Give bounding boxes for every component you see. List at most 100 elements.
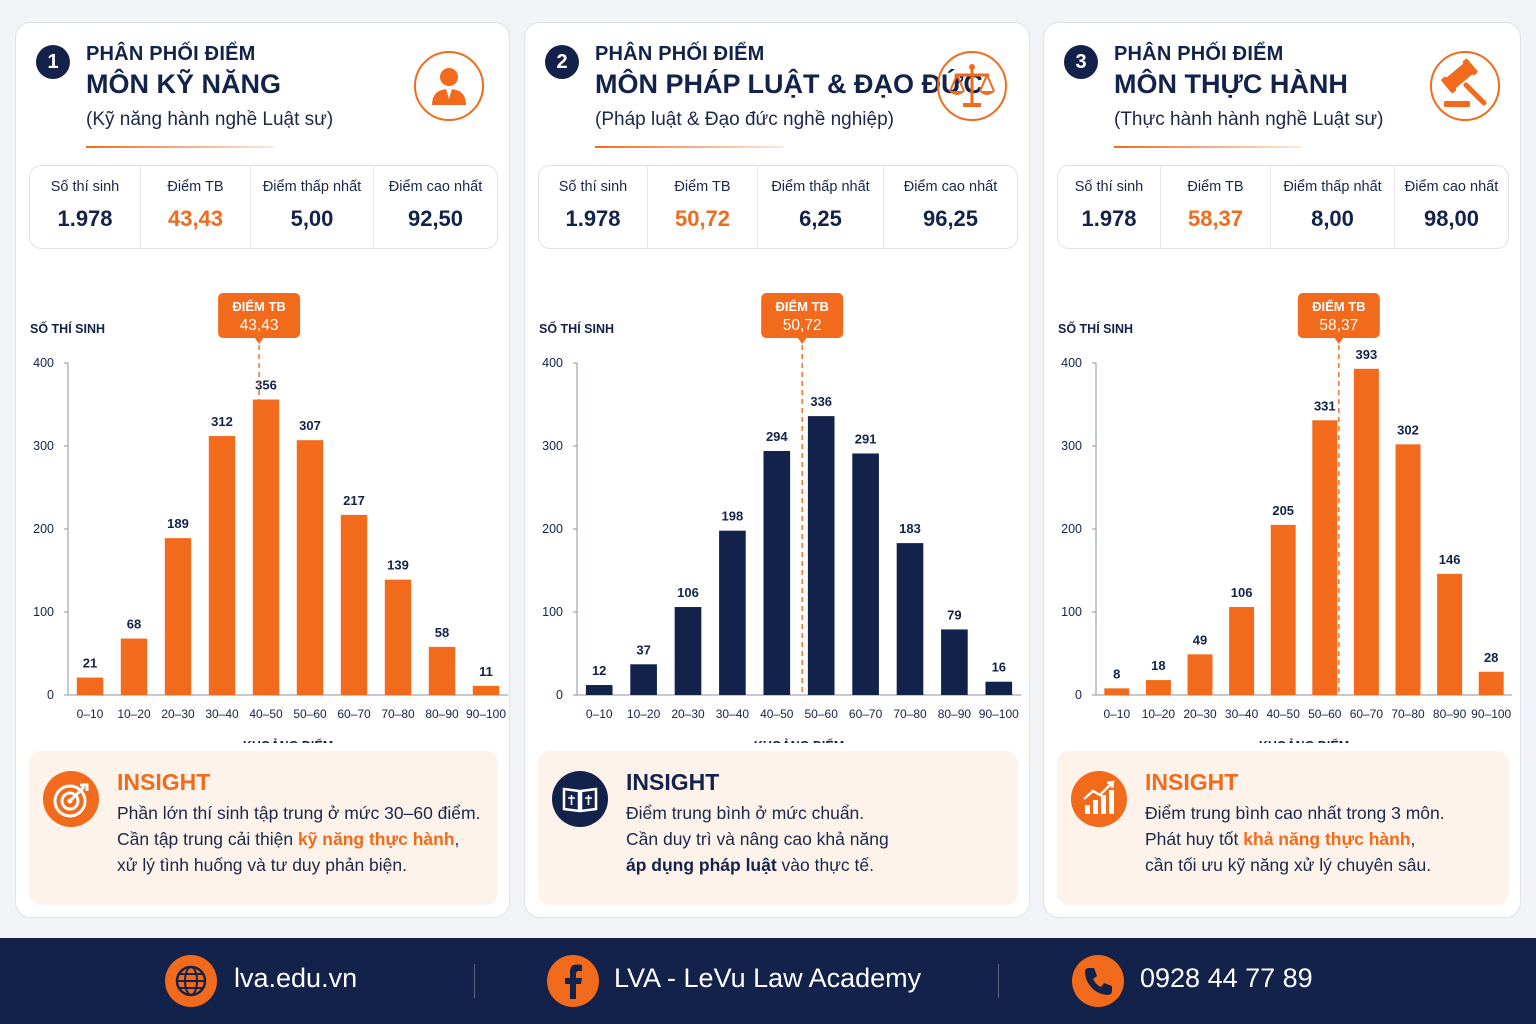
panel-practice: 3 PHÂN PHỐI ĐIỂM MÔN THỰC HÀNH (Thực hàn… [1043, 22, 1521, 918]
data-label: 16 [992, 660, 1006, 675]
data-label: 302 [1397, 422, 1419, 437]
bar [1187, 654, 1213, 695]
x-tick-label: 10–20 [1142, 707, 1176, 721]
data-label: 106 [1231, 585, 1253, 600]
phone-number[interactable]: 0928 44 77 89 [1140, 963, 1313, 993]
stats-box: Số thí sinh 1.978 Điểm TB 50,72 Điểm thấ… [538, 165, 1018, 249]
x-tick-label: 60–70 [337, 707, 371, 721]
histogram-chart: SỐ THÍ SINH 0 100 200 300 400 12 0–10 37 10–20 106… [539, 293, 1021, 743]
phone-icon [1072, 955, 1124, 1007]
stat-average: Điểm TB 58,37 [1160, 166, 1270, 248]
panel-subheading: (Kỹ năng hành nghề Luật sư) [86, 109, 334, 130]
insight-line: Điểm trung bình ở mức chuẩn. [626, 803, 865, 823]
histogram-chart: SỐ THÍ SINH 0 100 200 300 400 21 0–10 68 10–20 189… [30, 293, 508, 743]
data-label: 12 [592, 663, 606, 678]
panel-number: 2 [545, 45, 579, 79]
bar [763, 450, 791, 695]
stat-max: Điểm cao nhất 96,25 [883, 166, 1017, 248]
growth-chart-icon [1071, 771, 1127, 827]
y-tick-label: 400 [1061, 356, 1082, 370]
x-tick-label: 50–60 [1308, 707, 1342, 721]
x-tick-label: 0–10 [77, 707, 104, 721]
footer-bar: lva.edu.vn LVA - LeVu Law Academy 0928 4… [0, 938, 1536, 1024]
x-tick-label: 0–10 [586, 707, 613, 721]
bar [208, 436, 236, 695]
website-link[interactable]: lva.edu.vn [234, 963, 358, 993]
mean-callout [218, 293, 301, 338]
data-label: 49 [1193, 632, 1207, 647]
y-tick-label: 300 [542, 439, 563, 453]
panel-heading: MÔN KỸ NĂNG [86, 69, 281, 99]
y-tick-label: 200 [1061, 522, 1082, 536]
data-label: 331 [1314, 398, 1336, 413]
gavel-icon [1430, 51, 1500, 121]
bar [1312, 420, 1338, 695]
data-label: 11 [479, 664, 493, 679]
y-axis-label: SỐ THÍ SINH [539, 321, 614, 336]
y-tick-label: 100 [33, 605, 54, 619]
panel-heading-small: PHÂN PHỐI ĐIỂM [86, 43, 256, 65]
mean-callout-value: 43,43 [240, 317, 279, 334]
facebook-icon [547, 955, 599, 1007]
data-label: 8 [1113, 666, 1120, 681]
lawyer-icon [414, 51, 484, 121]
insight-title: INSIGHT [1145, 769, 1239, 795]
x-tick-label: 70–80 [381, 707, 415, 721]
stat-count: Số thí sinh 1.978 [50, 179, 120, 231]
data-label: 58 [435, 625, 449, 640]
bar [630, 664, 657, 695]
x-tick-label: 90–100 [1471, 707, 1511, 721]
bar [1270, 524, 1296, 695]
stat-count: Số thí sinh 1.978 [1074, 179, 1144, 231]
stat-average: Điểm TB 50,72 [647, 166, 757, 248]
bar [296, 440, 324, 695]
x-axis-label: KHOẢNG ĐIỂM [1259, 738, 1349, 743]
stat-min: Điểm thấp nhất 6,25 [757, 166, 883, 248]
data-label: 294 [766, 429, 788, 444]
x-tick-label: 40–50 [1267, 707, 1301, 721]
panel-heading: MÔN PHÁP LUẬT & ĐẠO ĐỨC [595, 69, 983, 99]
panel-subheading: (Thực hành hành nghề Luật sư) [1114, 109, 1384, 130]
x-tick-label: 0–10 [1103, 707, 1130, 721]
x-tick-label: 30–40 [205, 707, 239, 721]
bar [1104, 688, 1130, 695]
bar [941, 629, 968, 695]
x-tick-label: 20–30 [1183, 707, 1217, 721]
x-tick-label: 10–20 [627, 707, 661, 721]
mean-callout-label: ĐIỂM TB [1312, 299, 1365, 314]
heading-underline [595, 146, 783, 148]
y-tick-label: 200 [542, 522, 563, 536]
stats-box: Số thí sinh 1.978 Điểm TB 43,43 Điểm thấ… [29, 165, 498, 249]
y-tick-label: 0 [47, 688, 54, 702]
x-tick-label: 40–50 [760, 707, 794, 721]
y-tick-label: 0 [1075, 688, 1082, 702]
mean-callout-value: 50,72 [783, 317, 822, 334]
insight-highlight: kỹ năng thực hành [297, 829, 455, 849]
data-label: 68 [127, 617, 141, 632]
bar [719, 530, 746, 695]
data-label: 205 [1272, 503, 1294, 518]
x-axis-label: KHOẢNG ĐIỂM [243, 738, 333, 743]
footer-divider [474, 964, 475, 998]
data-label: 28 [1484, 650, 1498, 665]
mean-arrow [254, 337, 265, 344]
x-axis-label: KHOẢNG ĐIỂM [754, 738, 844, 743]
x-tick-label: 90–100 [466, 707, 506, 721]
panel-heading-small: PHÂN PHỐI ĐIỂM [595, 43, 765, 65]
data-label: 393 [1356, 347, 1378, 362]
insight-highlight: áp dụng pháp luật [626, 855, 777, 875]
x-tick-label: 20–30 [161, 707, 195, 721]
insight-box: INSIGHT Điểm trung bình ở mức chuẩn. Cần… [538, 751, 1018, 905]
bar [852, 453, 879, 695]
scales-icon [937, 51, 1007, 121]
bar [428, 646, 456, 695]
x-tick-label: 80–90 [425, 707, 459, 721]
mean-arrow [797, 337, 808, 344]
bar [164, 538, 192, 695]
facebook-link[interactable]: LVA - LeVu Law Academy [614, 963, 922, 993]
x-tick-label: 10–20 [117, 707, 151, 721]
y-tick-label: 0 [556, 688, 563, 702]
x-tick-label: 80–90 [1433, 707, 1467, 721]
insight-line: áp dụng pháp luật vào thực tế. [626, 855, 875, 875]
insight-box: INSIGHT Phần lớn thí sinh tập trung ở mứ… [29, 751, 498, 905]
